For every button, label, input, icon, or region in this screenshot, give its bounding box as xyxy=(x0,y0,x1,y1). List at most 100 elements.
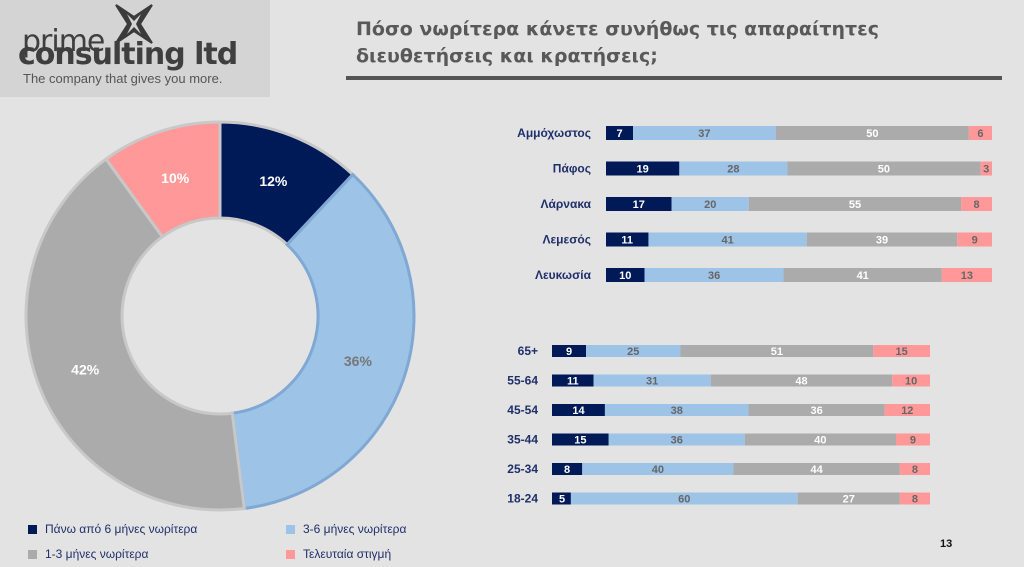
legend-item-one-to-three-months: 1-3 μήνες νωρίτερα xyxy=(28,547,148,561)
district-chart-data-label-4-1: 11 xyxy=(621,235,633,247)
district-chart-data-label-2-2: 28 xyxy=(727,164,739,176)
age-chart-data-label-5-2: 40 xyxy=(652,464,664,476)
legend-swatch-three-to-six-months xyxy=(286,524,295,534)
district-chart-bar-segment-1-3 xyxy=(775,126,969,140)
age-chart-bar-segment-1-3 xyxy=(680,345,874,357)
district-chart-bar-segment-4-4 xyxy=(957,232,992,247)
age-chart-bar-segment-6-2 xyxy=(570,492,798,505)
age-chart-category-label-5: 25-34 xyxy=(507,462,538,476)
logo-tagline: The company that gives you more. xyxy=(23,71,223,86)
district-chart-data-label-5-4: 13 xyxy=(961,270,973,282)
age-chart-data-label-6-3: 27 xyxy=(843,494,855,506)
age-chart-bar-segment-1-1 xyxy=(552,345,587,357)
age-chart-data-label-4-3: 40 xyxy=(814,435,826,447)
age-chart-bar-segment-6-4 xyxy=(899,492,930,505)
age-chart-data-label-4-2: 36 xyxy=(671,435,683,447)
district-chart-bar-segment-4-1 xyxy=(606,232,649,247)
age-chart-data-label-5-3: 44 xyxy=(810,464,823,476)
age-chart-data-label-2-4: 10 xyxy=(905,376,917,388)
district-chart-bar-segment-3-4 xyxy=(961,197,992,211)
district-chart-bar-segment-2-4 xyxy=(980,161,992,176)
district-chart-bar-segment-2-3 xyxy=(787,161,981,176)
title-underline xyxy=(346,76,1002,80)
district-chart-data-label-4-3: 39 xyxy=(876,235,888,247)
age-chart-bar-segment-2-2 xyxy=(593,374,711,387)
slide-title: Πόσο νωρίτερα κάνετε συνήθως τις απαραίτ… xyxy=(356,18,879,67)
age-chart-data-label-1-1: 9 xyxy=(566,346,572,358)
age-chart-bar-segment-5-3 xyxy=(733,463,900,475)
age-chart-bar-segment-4-4 xyxy=(895,433,930,446)
age-chart-data-label-4-4: 9 xyxy=(910,435,916,447)
age-chart-data-label-1-2: 25 xyxy=(627,346,639,358)
age-chart-bar-segment-3-2 xyxy=(604,404,749,416)
district-chart-bar-segment-3-1 xyxy=(606,197,672,211)
legend-label-one-to-three-months: 1-3 μήνες νωρίτερα xyxy=(45,547,149,561)
age-chart-data-label-3-3: 36 xyxy=(810,405,822,417)
district-chart-category-label-5: Λευκωσία xyxy=(535,268,592,282)
district-chart-bar-segment-1-2 xyxy=(633,126,776,140)
age-chart-bar-segment-5-2 xyxy=(582,463,734,475)
age-chart-category-label-2: 55-64 xyxy=(507,374,538,388)
age-chart-data-label-2-3: 48 xyxy=(795,376,807,388)
legend-label-three-to-six-months: 3-6 μήνες νωρίτερα xyxy=(303,522,407,536)
donut-chart-legend: Πάνω από 6 μήνες νωρίτερα 3-6 μήνες νωρί… xyxy=(28,522,478,567)
age-chart-data-label-3-1: 14 xyxy=(572,405,585,417)
district-chart-data-label-3-2: 20 xyxy=(704,199,716,211)
age-chart-bar-segment-2-4 xyxy=(892,374,930,387)
district-chart-bar-segment-3-3 xyxy=(748,197,962,211)
district-chart-data-label-2-3: 50 xyxy=(878,164,890,176)
district-chart-bar-segment-5-4 xyxy=(941,268,992,282)
donut-data-label-1: 12% xyxy=(259,173,288,189)
legend-swatch-over-six-months xyxy=(28,524,37,534)
age-chart-bar-segment-3-4 xyxy=(884,404,930,416)
age-chart-data-label-6-1: 5 xyxy=(559,494,565,506)
district-chart-data-label-3-1: 17 xyxy=(633,199,645,211)
donut-slice-2 xyxy=(230,172,416,511)
age-chart-data-label-2-1: 11 xyxy=(567,376,579,388)
logo-wordmark-prime: prime xyxy=(22,24,105,59)
district-chart-data-label-3-3: 55 xyxy=(849,199,861,211)
district-chart-bar-segment-3-2 xyxy=(671,197,749,211)
legend-label-last-minute: Τελευταία στιγμή xyxy=(303,547,392,561)
page-number: 13 xyxy=(940,538,953,550)
age-chart-data-label-6-2: 60 xyxy=(678,494,690,506)
district-chart-bar-segment-5-3 xyxy=(783,268,942,282)
age-chart-bar-segment-6-3 xyxy=(797,492,900,505)
age-chart-data-label-5-1: 8 xyxy=(564,464,570,476)
age-chart-category-label-3: 45-54 xyxy=(507,403,538,417)
district-chart-bar-segment-2-1 xyxy=(606,161,680,176)
legend-swatch-last-minute xyxy=(286,549,295,559)
district-chart-data-label-3-4: 8 xyxy=(973,199,979,211)
age-chart-data-label-1-3: 51 xyxy=(771,346,783,358)
district-chart-category-label-2: Πάφος xyxy=(553,162,591,176)
district-chart-bar-segment-5-2 xyxy=(644,268,784,282)
district-chart-data-label-4-4: 9 xyxy=(972,235,978,247)
age-chart-category-label-6: 18-24 xyxy=(507,492,538,506)
age-chart-bar-segment-5-4 xyxy=(899,463,930,475)
district-chart-data-label-2-1: 19 xyxy=(637,164,649,176)
district-chart-data-label-5-3: 41 xyxy=(857,270,869,282)
age-chart-data-label-6-4: 8 xyxy=(912,494,918,506)
age-chart-data-label-3-4: 12 xyxy=(901,405,913,417)
legend-item-three-to-six-months: 3-6 μήνες νωρίτερα xyxy=(286,522,406,536)
age-chart-bar-segment-3-1 xyxy=(552,404,605,416)
age-chart-bar-segment-5-1 xyxy=(552,463,583,475)
district-chart-data-label-1-1: 7 xyxy=(616,128,622,140)
district-chart-data-label-5-1: 10 xyxy=(619,270,631,282)
district-chart-bar-segment-1-1 xyxy=(606,126,634,140)
donut-slice-3 xyxy=(24,156,246,512)
district-chart-data-label-2-4: 3 xyxy=(983,164,989,176)
age-chart-data-label-3-2: 38 xyxy=(671,405,683,417)
legend-item-last-minute: Τελευταία στιγμή xyxy=(286,547,391,561)
age-chart-bar-segment-4-3 xyxy=(744,433,896,446)
district-chart-bar-segment-5-1 xyxy=(606,268,645,282)
district-chart-data-label-1-4: 6 xyxy=(977,128,983,140)
age-chart-category-label-4: 35-44 xyxy=(507,433,538,447)
age-chart-bar-segment-4-2 xyxy=(608,433,745,446)
age-chart-bar-segment-1-2 xyxy=(586,345,681,357)
prime-consulting-logo-icon xyxy=(115,4,153,44)
company-logo: prime consulting ltd The company that gi… xyxy=(0,0,270,97)
district-chart-data-label-1-2: 37 xyxy=(698,128,710,140)
